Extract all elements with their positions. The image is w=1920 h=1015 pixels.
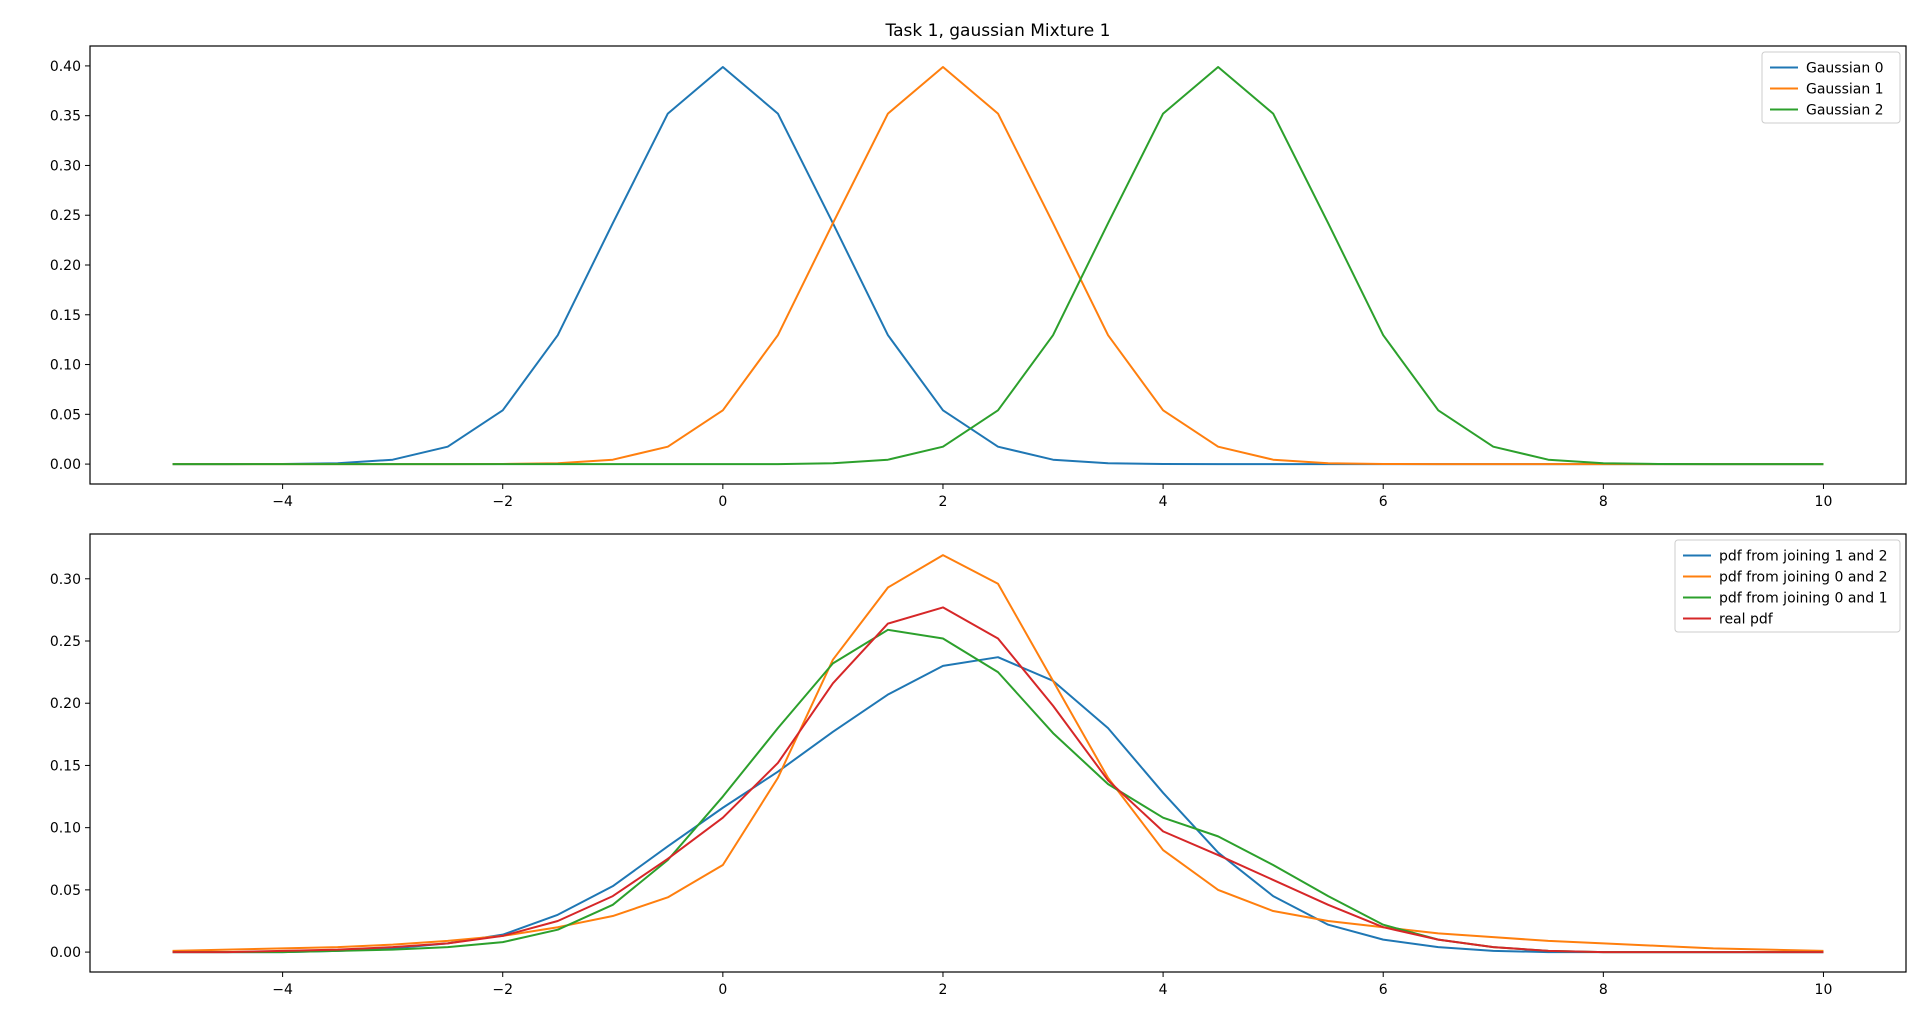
chart-title: Task 1, gaussian Mixture 1 [885,21,1111,41]
x-tick-label: 2 [939,982,948,998]
y-tick-label: 0.20 [50,696,81,712]
x-tick-label: 0 [718,494,727,510]
y-tick-label: 0.30 [50,158,81,174]
x-tick-label: 4 [1159,982,1168,998]
y-tick-label: 0.10 [50,821,81,837]
y-tick-label: 0.20 [50,258,81,274]
y-tick-label: 0.25 [50,634,81,650]
legend-label-1: pdf from joining 1 and 2 [1719,549,1888,565]
series-line-2 [172,554,1824,952]
legend-label-3: Gaussian 2 [1806,103,1884,119]
y-tick-label: 0.00 [50,945,81,961]
chart-panel-1: Task 1, gaussian Mixture 1 −4 −2 0 2 4 6 8 10 0.0… [50,21,1907,510]
legend-label-2: Gaussian 1 [1806,82,1884,98]
x-tick-label: 8 [1599,982,1608,998]
y-tick-label: 0.15 [50,758,81,774]
x-tick-label: 8 [1599,494,1608,510]
x-tick-label: 4 [1159,494,1168,510]
y-tick-label: 0.30 [50,572,81,588]
legend-box [1674,539,1901,633]
y-tick-label: 0.00 [50,457,81,473]
axes-frame [89,45,1907,485]
legend-label-2: pdf from joining 0 and 2 [1719,570,1888,586]
y-tick-label: 0.05 [50,407,81,423]
x-tick-label: 10 [1815,494,1833,510]
y-tick-label: 0.40 [50,59,81,75]
x-tick-label: −4 [272,494,293,510]
series-line-3 [172,628,1824,954]
legend: pdf from joining 1 and 2 pdf from joining… [1674,539,1901,633]
legend-label-4: real pdf [1719,612,1774,628]
series-line-3 [172,66,1824,466]
legend-label-3: pdf from joining 0 and 1 [1719,591,1888,607]
y-tick-label: 0.25 [50,208,81,224]
series-line-4 [172,606,1824,954]
x-tick-label: 6 [1379,494,1388,510]
x-tick-label: 2 [939,494,948,510]
chart-panel-2: −4 −2 0 2 4 6 8 10 0.00 0.05 0.10 0.15 0.20 0.25 0.30 p… [50,533,1907,998]
x-tick-label: −2 [492,982,513,998]
series-line-1 [172,66,1824,466]
series-line-1 [172,656,1824,954]
y-tick-label: 0.05 [50,883,81,899]
legend: Gaussian 0 Gaussian 1 Gaussian 2 [1761,51,1901,124]
legend-label-1: Gaussian 0 [1806,61,1884,77]
y-tick-label: 0.10 [50,358,81,374]
legend-box [1761,51,1901,124]
y-tick-label: 0.35 [50,109,81,125]
x-tick-label: 6 [1379,982,1388,998]
y-tick-label: 0.15 [50,308,81,324]
x-tick-label: −4 [272,982,293,998]
series-line-2 [172,66,1824,466]
x-tick-label: 0 [718,982,727,998]
x-tick-label: 10 [1815,982,1833,998]
axes-frame [89,533,1907,973]
x-tick-label: −2 [492,494,513,510]
